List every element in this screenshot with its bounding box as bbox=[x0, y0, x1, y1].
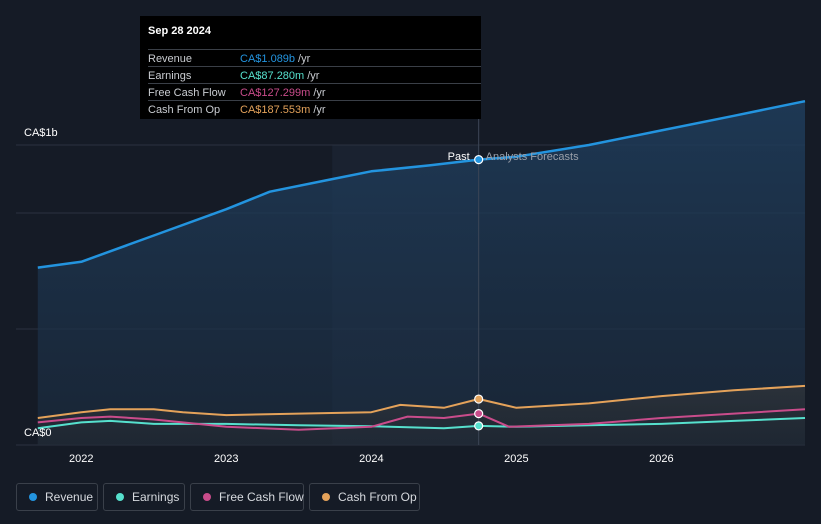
y-tick-label: CA$1b bbox=[24, 127, 58, 139]
tooltip-label: Free Cash Flow bbox=[148, 87, 226, 99]
x-tick-label: 2022 bbox=[69, 453, 93, 465]
tooltip-row-cash-from-op: Cash From Op CA$187.553m/yr bbox=[148, 100, 481, 118]
tooltip-value: CA$1.089b/yr bbox=[240, 53, 311, 65]
tooltip-label: Earnings bbox=[148, 70, 192, 82]
x-tick-label: 2024 bbox=[359, 453, 383, 465]
cash-from-op-marker bbox=[474, 394, 484, 404]
tooltip-row-earnings: Earnings CA$87.280m/yr bbox=[148, 66, 481, 84]
earnings-line bbox=[37, 417, 806, 430]
earnings-marker bbox=[474, 421, 484, 431]
tooltip-value: CA$127.299m/yr bbox=[240, 87, 326, 99]
x-tick-label: 2026 bbox=[649, 453, 673, 465]
y-tick-label: CA$0 bbox=[24, 427, 52, 439]
forecast-label: Analysts Forecasts bbox=[486, 151, 579, 163]
tooltip-row-free-cash-flow: Free Cash Flow CA$127.299m/yr bbox=[148, 83, 481, 101]
tooltip: Sep 28 2024 Revenue CA$1.089b/yr Earning… bbox=[140, 16, 481, 119]
tooltip-row-revenue: Revenue CA$1.089b/yr bbox=[148, 49, 481, 67]
free-cash-flow-line bbox=[37, 408, 806, 431]
revenue-marker bbox=[474, 155, 484, 165]
x-tick-label: 2025 bbox=[504, 453, 528, 465]
cash-from-op-area bbox=[37, 385, 806, 445]
tooltip-value: CA$87.280m/yr bbox=[240, 70, 320, 82]
legend-item-revenue[interactable]: Revenue bbox=[16, 483, 98, 511]
x-tick-label: 2023 bbox=[214, 453, 238, 465]
legend-label: Earnings bbox=[132, 490, 180, 504]
legend-label: Cash From Op bbox=[338, 490, 417, 504]
cash-from-op-line bbox=[37, 384, 806, 419]
tooltip-date: Sep 28 2024 bbox=[148, 25, 211, 37]
legend-item-cash-from-op[interactable]: Cash From Op bbox=[309, 483, 420, 511]
revenue-line bbox=[37, 99, 806, 269]
tooltip-label: Revenue bbox=[148, 53, 193, 65]
free-cash-flow-marker bbox=[474, 409, 484, 419]
cash-from-op-dot-icon bbox=[322, 493, 330, 501]
legend-label: Revenue bbox=[45, 490, 94, 504]
tooltip-label: Cash From Op bbox=[148, 104, 221, 116]
legend-item-earnings[interactable]: Earnings bbox=[103, 483, 185, 511]
revenue-dot-icon bbox=[29, 493, 37, 501]
tooltip-value: CA$187.553m/yr bbox=[240, 104, 326, 116]
free-cash-flow-dot-icon bbox=[203, 493, 211, 501]
legend-item-free-cash-flow[interactable]: Free Cash Flow bbox=[190, 483, 304, 511]
past-label: Past bbox=[448, 151, 470, 163]
revenue-area bbox=[37, 101, 806, 445]
legend-label: Free Cash Flow bbox=[219, 490, 304, 504]
earnings-dot-icon bbox=[116, 493, 124, 501]
